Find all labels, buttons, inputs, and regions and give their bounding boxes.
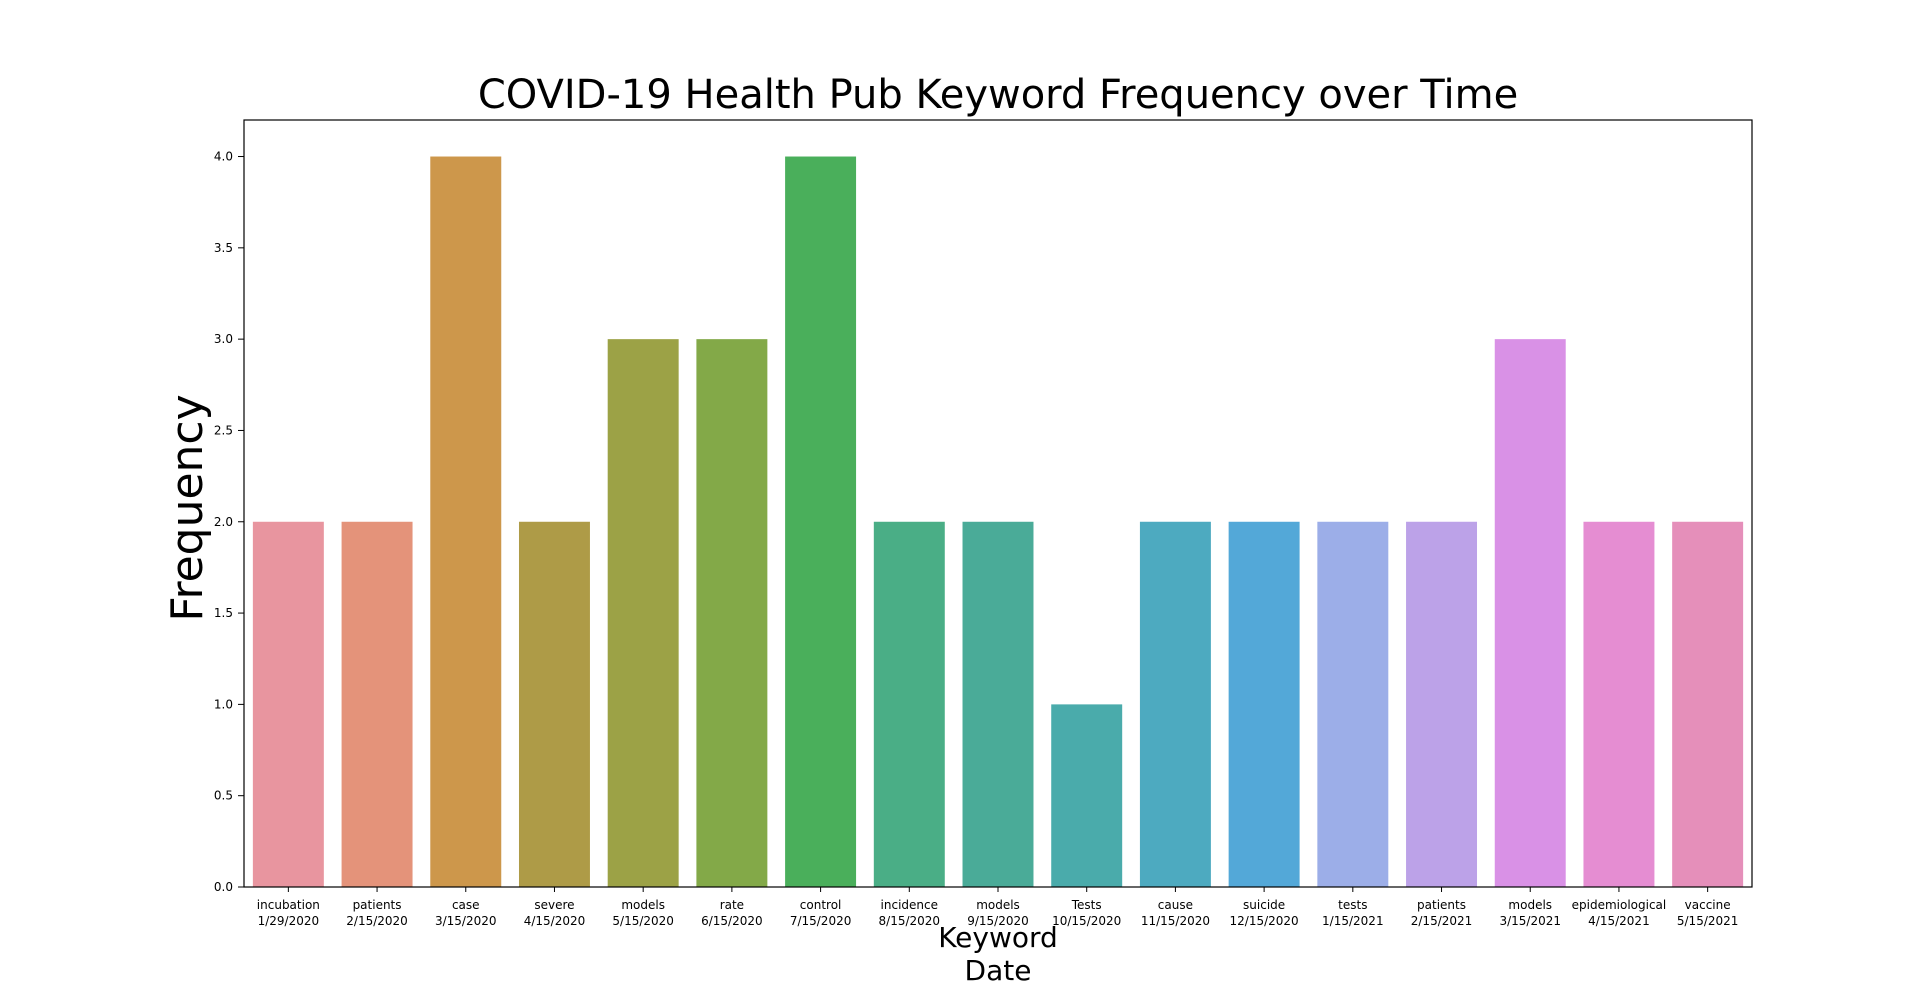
y-tick-label: 1.5 (214, 606, 233, 620)
x-tick-label-date: 3/15/2021 (1499, 914, 1561, 928)
x-tick-label-keyword: case (452, 898, 480, 912)
bars-group (252, 156, 1744, 888)
y-tick-label: 4.0 (214, 150, 233, 164)
y-tick-label: 3.5 (214, 241, 233, 255)
bar-4 (607, 339, 679, 888)
plot-area-frame (243, 119, 1753, 888)
x-tick-label-keyword: models (976, 898, 1020, 912)
x-tick-label-date: 7/15/2020 (790, 914, 852, 928)
x-tick-label-keyword: models (621, 898, 665, 912)
x-tick-label-date: 5/15/2020 (612, 914, 674, 928)
y-tick-label: 0.5 (214, 789, 233, 803)
x-tick-label-date: 2/15/2020 (346, 914, 408, 928)
x-tick-label-keyword: rate (720, 898, 744, 912)
x-tick-label-keyword: cause (1158, 898, 1193, 912)
x-tick-label-date: 12/15/2020 (1230, 914, 1299, 928)
bar-9 (1051, 704, 1123, 887)
x-tick-label-date: 10/15/2020 (1052, 914, 1121, 928)
x-tick-label-keyword: control (800, 898, 842, 912)
x-tick-label-keyword: patients (1417, 898, 1466, 912)
y-tick-label: 1.0 (214, 697, 233, 711)
bar-16 (1672, 521, 1744, 887)
y-axis-label: Frequency (162, 394, 213, 621)
x-tick-label-keyword: models (1508, 898, 1552, 912)
y-tick-label: 2.5 (214, 423, 233, 437)
x-tick-label-date: 9/15/2020 (967, 914, 1029, 928)
x-tick-label-date: 3/15/2020 (435, 914, 497, 928)
bar-12 (1317, 521, 1389, 887)
x-tick-label-date: 6/15/2020 (701, 914, 763, 928)
x-axis-label-line-2: Date (965, 954, 1032, 983)
y-ticks-group: 0.0 0.5 1.0 1.5 2.0 2.5 3.0 3.5 4.0 (214, 150, 244, 894)
x-tick-label-date: 1/29/2020 (258, 914, 320, 928)
x-tick-label-keyword: incubation (257, 898, 320, 912)
bar-14 (1494, 339, 1566, 888)
bar-1 (341, 521, 413, 887)
x-tick-label-keyword: suicide (1243, 898, 1285, 912)
bar-7 (873, 521, 945, 887)
bar-6 (785, 156, 857, 887)
x-tick-label-keyword: vaccine (1685, 898, 1731, 912)
x-tick-label-date: 4/15/2020 (524, 914, 586, 928)
x-tick-label-date: 8/15/2020 (879, 914, 941, 928)
y-tick-label: 3.0 (214, 332, 233, 346)
x-tick-label-date: 11/15/2020 (1141, 914, 1210, 928)
x-tick-label-keyword: Tests (1071, 898, 1102, 912)
x-axis-label-line-1: Keyword (938, 921, 1058, 954)
x-tick-label-keyword: incidence (881, 898, 938, 912)
x-tick-label-keyword: epidemiological (1572, 898, 1667, 912)
x-tick-label-keyword: patients (353, 898, 402, 912)
x-tick-label-date: 1/15/2021 (1322, 914, 1384, 928)
x-tick-label-date: 4/15/2021 (1588, 914, 1650, 928)
bar-5 (696, 339, 768, 888)
y-tick-label: 0.0 (214, 880, 233, 894)
bar-0 (252, 521, 324, 887)
x-tick-label-date: 2/15/2021 (1411, 914, 1473, 928)
bar-8 (962, 521, 1034, 887)
bar-15 (1583, 521, 1655, 887)
bar-13 (1406, 521, 1478, 887)
chart-title: COVID-19 Health Pub Keyword Frequency ov… (478, 72, 1518, 118)
bar-3 (518, 521, 590, 887)
bar-10 (1139, 521, 1211, 887)
x-tick-label-date: 5/15/2021 (1677, 914, 1739, 928)
x-ticks-group: incubation 1/29/2020 patients 2/15/2020 case… (257, 887, 1739, 928)
bar-11 (1228, 521, 1300, 887)
x-tick-label-keyword: tests (1338, 898, 1367, 912)
y-tick-label: 2.0 (214, 515, 233, 529)
x-tick-label-keyword: severe (534, 898, 574, 912)
bar-2 (430, 156, 502, 887)
